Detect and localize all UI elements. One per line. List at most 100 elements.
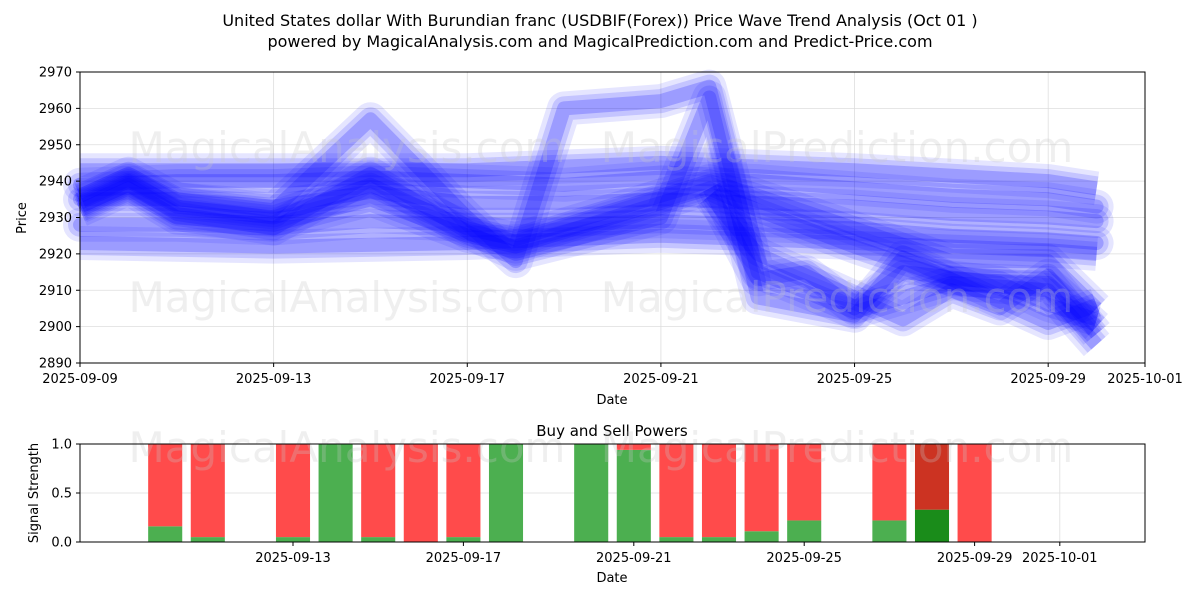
buy-bar [488, 444, 524, 542]
watermark-analysis: MagicalAnalysis.com [129, 123, 566, 172]
signal-y-axis-label: Signal Strength [27, 443, 42, 543]
price-wave-band [63, 175, 1114, 239]
price-x-tick-label: 2025-09-17 [429, 372, 505, 387]
price-y-tick-label: 2950 [39, 138, 72, 153]
price-wave-band [68, 180, 1109, 234]
sell-bar [275, 444, 311, 538]
buy-bar [616, 449, 651, 542]
signal-x-tick-label: 2025-09-13 [255, 551, 331, 566]
price-wave-band [696, 184, 1110, 345]
price-waves [63, 69, 1114, 357]
price-wave-band [75, 85, 1101, 335]
sell-bar [914, 444, 950, 510]
price-y-tick-label: 2940 [39, 175, 72, 190]
sell-bar [616, 444, 651, 450]
price-y-tick-label: 2890 [39, 357, 72, 372]
price-wave-band [698, 182, 1101, 331]
price-wave-band [79, 223, 1098, 266]
price-wave-band [75, 74, 1106, 353]
signal-bars [148, 444, 992, 542]
price-wave-band [77, 174, 1102, 314]
price-wave-band [80, 145, 1100, 206]
price-x-ticks: 2025-09-09 2025-09-13 2025-09-17 2025-09-21… [42, 363, 1183, 387]
signal-x-tick-label: 2025-10-01 [1022, 551, 1098, 566]
watermark-analysis: MagicalAnalysis.com [129, 273, 566, 322]
price-y-tick-label: 2960 [39, 102, 72, 117]
signal-y-ticks: 0.0 0.5 1.0 [51, 438, 80, 551]
price-wave-band [79, 228, 1098, 261]
price-wave-band [68, 165, 1109, 219]
buy-bar [914, 509, 950, 542]
buy-bar [659, 537, 694, 542]
price-wave-band [80, 150, 1099, 201]
price-y-tick-label: 2900 [39, 320, 72, 335]
signal-watermarks: MagicalAnalysis.com MagicalPrediction.co… [129, 423, 1074, 472]
price-wave-band [73, 170, 1104, 214]
watermark-prediction: MagicalPrediction.com [601, 423, 1074, 472]
watermark-analysis: MagicalAnalysis.com [129, 423, 566, 472]
signal-chart: Buy and Sell Powers MagicalAnalysis.com … [27, 422, 1146, 586]
sell-bar [744, 444, 779, 532]
price-wave-band [73, 214, 1104, 250]
buy-bar [318, 444, 353, 542]
buy-bar [361, 537, 396, 542]
price-wave-band [73, 80, 1103, 340]
sell-bar [361, 444, 396, 538]
buy-bar [275, 537, 311, 542]
price-wave-band [80, 155, 1098, 196]
price-y-tick-label: 2970 [39, 66, 72, 81]
sell-bar [190, 444, 225, 538]
buy-bar [744, 531, 779, 542]
price-wave-band [72, 69, 1110, 357]
sell-bar [446, 444, 481, 538]
price-wave-band [73, 185, 1104, 229]
price-wave-band [75, 176, 1105, 336]
figure-subtitle: powered by MagicalAnalysis.com and Magic… [267, 32, 932, 51]
price-x-tick-label: 2025-09-13 [236, 372, 312, 387]
sell-bar [701, 444, 737, 538]
sell-bar [403, 444, 438, 542]
buy-bar [148, 526, 183, 542]
buy-bar [701, 537, 737, 542]
figure-title: United States dollar With Burundian fran… [222, 11, 977, 30]
price-wave-band [63, 204, 1114, 260]
price-wave-band [73, 164, 1109, 321]
price-wave-band [75, 169, 1105, 317]
buy-bar [872, 520, 907, 542]
signal-chart-title: Buy and Sell Powers [536, 422, 688, 440]
signal-y-tick-label: 1.0 [51, 438, 72, 453]
sell-bar [787, 444, 822, 521]
watermark-prediction: MagicalPrediction.com [601, 273, 1074, 322]
price-y-ticks: 2890 2900 2910 2920 2930 2940 2950 2960 2970 [39, 66, 80, 372]
price-wave-band [77, 90, 1100, 330]
price-wave-band [73, 171, 1108, 340]
price-x-axis-label: Date [596, 393, 627, 408]
signal-y-tick-label: 0.5 [51, 487, 72, 502]
signal-x-tick-label: 2025-09-17 [426, 551, 502, 566]
buy-bar [574, 444, 609, 542]
buy-bar [446, 537, 481, 542]
price-chart: MagicalAnalysis.com MagicalPrediction.co… [15, 66, 1183, 409]
price-wave-band [694, 180, 1102, 336]
price-x-tick-label: 2025-09-21 [623, 372, 699, 387]
sell-bar [872, 444, 907, 521]
signal-x-axis-label: Date [596, 571, 627, 586]
price-y-tick-label: 2930 [39, 211, 72, 226]
price-wave-band [79, 218, 1098, 271]
price-x-tick-label: 2025-10-01 [1107, 372, 1183, 387]
price-wave-band [703, 191, 1102, 339]
price-x-tick-label: 2025-09-25 [817, 372, 893, 387]
price-x-tick-label: 2025-09-29 [1010, 372, 1086, 387]
signal-x-tick-label: 2025-09-21 [596, 551, 672, 566]
signal-x-tick-label: 2025-09-25 [766, 551, 842, 566]
buy-bar [787, 520, 822, 542]
signal-x-tick-label: 2025-09-29 [937, 551, 1013, 566]
signal-x-ticks: 2025-09-13 2025-09-17 2025-09-21 2025-09-25… [255, 542, 1098, 566]
sell-bar [659, 444, 694, 538]
sell-bar [148, 444, 183, 527]
price-wave-band [63, 160, 1114, 224]
price-y-tick-label: 2920 [39, 247, 72, 262]
buy-bar [190, 537, 225, 542]
